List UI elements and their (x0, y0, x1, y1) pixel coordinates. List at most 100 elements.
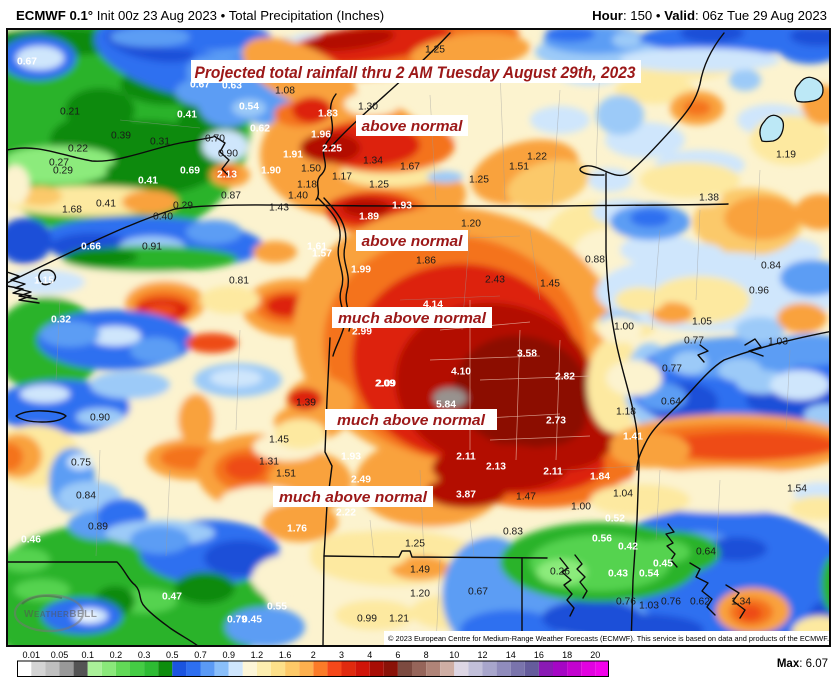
svg-text:0.77: 0.77 (684, 336, 704, 347)
svg-text:1.25: 1.25 (405, 539, 425, 550)
svg-text:0.41: 0.41 (96, 199, 116, 210)
svg-text:18: 18 (562, 650, 572, 660)
svg-text:1.19: 1.19 (776, 150, 796, 161)
svg-text:0.45: 0.45 (242, 615, 262, 626)
svg-text:2.09: 2.09 (376, 379, 396, 390)
svg-text:0.99: 0.99 (357, 614, 377, 625)
svg-text:4.10: 4.10 (451, 367, 471, 378)
svg-text:0.62: 0.62 (690, 597, 710, 608)
svg-text:0.67: 0.67 (190, 80, 210, 91)
svg-text:1.30: 1.30 (358, 102, 378, 113)
svg-text:much above normal: much above normal (338, 310, 487, 327)
svg-text:0.39: 0.39 (111, 131, 131, 142)
svg-text:0.32: 0.32 (51, 315, 71, 326)
svg-text:ECMWF 0.1° Init 00z 23 Aug 202: ECMWF 0.1° Init 00z 23 Aug 2023 • Total … (16, 8, 384, 23)
svg-text:1.25: 1.25 (425, 45, 445, 56)
svg-text:1.57: 1.57 (312, 249, 332, 260)
svg-text:0.22: 0.22 (68, 144, 88, 155)
svg-text:1.18: 1.18 (616, 407, 636, 418)
svg-text:1.89: 1.89 (359, 212, 379, 223)
svg-text:1.96: 1.96 (311, 130, 331, 141)
svg-text:2.13: 2.13 (217, 170, 237, 181)
svg-text:2.99: 2.99 (352, 327, 372, 338)
svg-text:10: 10 (449, 650, 459, 660)
svg-text:0.26: 0.26 (550, 567, 570, 578)
svg-text:1.20: 1.20 (410, 589, 430, 600)
svg-text:0.47: 0.47 (162, 592, 182, 603)
svg-text:WEATHERBELL: WEATHERBELL (24, 609, 97, 620)
svg-text:3: 3 (339, 650, 344, 660)
svg-text:0.96: 0.96 (749, 286, 769, 297)
svg-text:1.51: 1.51 (276, 469, 296, 480)
svg-text:0.56: 0.56 (592, 534, 612, 545)
svg-text:1.25: 1.25 (469, 175, 489, 186)
svg-text:1.54: 1.54 (787, 484, 807, 495)
svg-text:1.49: 1.49 (410, 565, 430, 576)
svg-text:0.43: 0.43 (608, 569, 628, 580)
svg-text:0.84: 0.84 (761, 261, 781, 272)
svg-text:1.67: 1.67 (400, 162, 420, 173)
svg-text:3.58: 3.58 (517, 349, 537, 360)
svg-text:2.11: 2.11 (543, 467, 563, 478)
svg-text:0.9: 0.9 (222, 650, 235, 660)
svg-text:0.41: 0.41 (177, 110, 197, 121)
svg-text:2.25: 2.25 (322, 144, 342, 155)
svg-text:1.22: 1.22 (527, 152, 547, 163)
svg-text:0.66: 0.66 (81, 242, 101, 253)
svg-text:0.87: 0.87 (221, 191, 241, 202)
svg-text:0.05: 0.05 (51, 650, 69, 660)
svg-text:2.13: 2.13 (486, 462, 506, 473)
svg-text:1.45: 1.45 (269, 435, 289, 446)
svg-text:1.15: 1.15 (34, 276, 54, 287)
svg-text:0.67: 0.67 (468, 587, 488, 598)
svg-text:1.03: 1.03 (768, 337, 788, 348)
svg-text:12: 12 (477, 650, 487, 660)
svg-text:Hour: 150 • Valid: 06z Tue 29: Hour: 150 • Valid: 06z Tue 29 Aug 2023 (592, 8, 827, 23)
svg-text:2: 2 (311, 650, 316, 660)
svg-text:1.34: 1.34 (731, 597, 751, 608)
svg-text:0.52: 0.52 (605, 514, 625, 525)
svg-text:0.75: 0.75 (71, 458, 91, 469)
svg-text:1.76: 1.76 (287, 524, 307, 535)
svg-text:0.79: 0.79 (227, 615, 247, 626)
svg-text:1.39: 1.39 (296, 398, 316, 409)
svg-text:1.2: 1.2 (251, 650, 264, 660)
svg-text:4.14: 4.14 (423, 300, 443, 311)
svg-text:0.70: 0.70 (205, 134, 225, 145)
svg-text:0.40: 0.40 (153, 212, 173, 223)
svg-text:0.77: 0.77 (662, 364, 682, 375)
svg-text:0.5: 0.5 (166, 650, 179, 660)
svg-text:0.64: 0.64 (696, 547, 716, 558)
svg-text:1.41: 1.41 (623, 432, 643, 443)
svg-text:2.49: 2.49 (351, 475, 371, 486)
svg-text:1.91: 1.91 (283, 150, 303, 161)
svg-text:1.47: 1.47 (516, 492, 536, 503)
svg-text:4: 4 (367, 650, 372, 660)
svg-text:much above normal: much above normal (337, 412, 486, 429)
svg-text:0.64: 0.64 (661, 397, 681, 408)
svg-text:0.81: 0.81 (229, 276, 249, 287)
svg-text:0.62: 0.62 (250, 124, 270, 135)
svg-text:0.83: 0.83 (503, 527, 523, 538)
svg-text:0.90: 0.90 (218, 149, 238, 160)
svg-text:0.76: 0.76 (616, 597, 636, 608)
svg-text:much above normal: much above normal (279, 489, 428, 506)
svg-text:1.08: 1.08 (275, 86, 295, 97)
svg-text:6: 6 (395, 650, 400, 660)
svg-text:1.68: 1.68 (62, 205, 82, 216)
svg-text:0.27: 0.27 (49, 158, 69, 169)
svg-text:0.90: 0.90 (90, 413, 110, 424)
svg-text:0.69: 0.69 (180, 166, 200, 177)
svg-text:2.22: 2.22 (336, 508, 356, 519)
svg-text:0.54: 0.54 (639, 569, 659, 580)
svg-text:1.38: 1.38 (699, 193, 719, 204)
svg-text:1.90: 1.90 (261, 166, 281, 177)
svg-text:1.50: 1.50 (301, 164, 321, 175)
svg-text:16: 16 (534, 650, 544, 660)
svg-text:1.34: 1.34 (363, 156, 383, 167)
svg-text:1.83: 1.83 (318, 109, 338, 120)
svg-text:1.17: 1.17 (332, 172, 352, 183)
svg-text:2.09: 2.09 (375, 379, 395, 390)
svg-text:1.40: 1.40 (288, 191, 308, 202)
svg-text:2.11: 2.11 (456, 452, 476, 463)
